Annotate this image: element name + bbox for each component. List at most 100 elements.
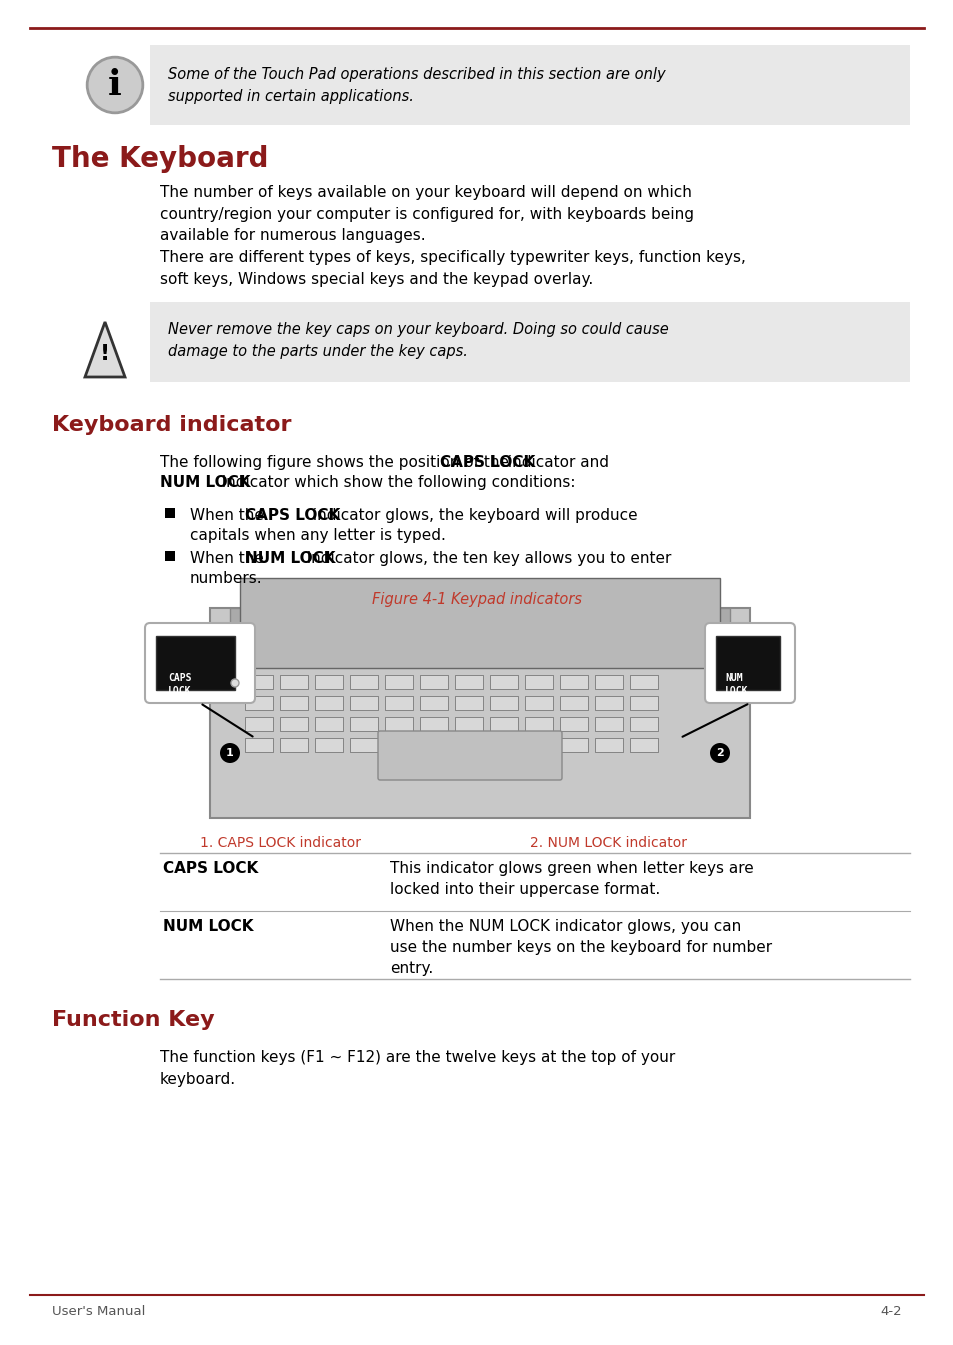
- FancyBboxPatch shape: [559, 695, 587, 710]
- Text: CAPS LOCK: CAPS LOCK: [439, 455, 535, 469]
- Circle shape: [709, 742, 729, 763]
- FancyBboxPatch shape: [595, 675, 622, 689]
- FancyBboxPatch shape: [245, 717, 273, 730]
- FancyBboxPatch shape: [156, 636, 234, 690]
- Text: When the: When the: [190, 508, 269, 523]
- FancyBboxPatch shape: [385, 738, 413, 752]
- FancyBboxPatch shape: [314, 738, 343, 752]
- FancyBboxPatch shape: [377, 730, 561, 780]
- Text: CAPS LOCK: CAPS LOCK: [163, 861, 258, 876]
- FancyBboxPatch shape: [455, 695, 482, 710]
- Text: Some of the Touch Pad operations described in this section are only
supported in: Some of the Touch Pad operations describ…: [168, 67, 665, 104]
- FancyBboxPatch shape: [419, 717, 448, 730]
- Text: The following figure shows the position of the: The following figure shows the position …: [160, 455, 514, 469]
- Text: Figure 4-1 Keypad indicators: Figure 4-1 Keypad indicators: [372, 592, 581, 607]
- Text: 2: 2: [716, 748, 723, 759]
- FancyBboxPatch shape: [240, 578, 720, 668]
- FancyBboxPatch shape: [385, 695, 413, 710]
- Text: CAPS
LOCK: CAPS LOCK: [168, 672, 192, 697]
- Text: indicator and: indicator and: [502, 455, 608, 469]
- Text: This indicator glows green when letter keys are
locked into their uppercase form: This indicator glows green when letter k…: [390, 861, 753, 897]
- Text: indicator glows, the ten key allows you to enter: indicator glows, the ten key allows you …: [302, 551, 671, 566]
- Text: NUM LOCK: NUM LOCK: [245, 551, 335, 566]
- Text: indicator glows, the keyboard will produce: indicator glows, the keyboard will produ…: [308, 508, 637, 523]
- FancyBboxPatch shape: [280, 738, 308, 752]
- Text: !: !: [100, 344, 110, 364]
- Text: 2. NUM LOCK indicator: 2. NUM LOCK indicator: [530, 837, 686, 850]
- FancyBboxPatch shape: [385, 717, 413, 730]
- FancyBboxPatch shape: [314, 717, 343, 730]
- FancyBboxPatch shape: [350, 717, 377, 730]
- FancyBboxPatch shape: [314, 675, 343, 689]
- FancyBboxPatch shape: [455, 738, 482, 752]
- Circle shape: [220, 742, 240, 763]
- FancyBboxPatch shape: [524, 695, 553, 710]
- FancyBboxPatch shape: [490, 695, 517, 710]
- FancyBboxPatch shape: [280, 675, 308, 689]
- FancyBboxPatch shape: [524, 717, 553, 730]
- Text: NUM LOCK: NUM LOCK: [163, 919, 253, 933]
- Bar: [165, 508, 174, 518]
- Circle shape: [231, 679, 239, 687]
- FancyBboxPatch shape: [629, 675, 658, 689]
- FancyBboxPatch shape: [524, 675, 553, 689]
- FancyBboxPatch shape: [419, 738, 448, 752]
- FancyBboxPatch shape: [595, 695, 622, 710]
- FancyBboxPatch shape: [350, 695, 377, 710]
- FancyBboxPatch shape: [704, 623, 794, 703]
- Text: indicator which show the following conditions:: indicator which show the following condi…: [216, 475, 575, 490]
- Text: Keyboard indicator: Keyboard indicator: [52, 416, 292, 434]
- FancyBboxPatch shape: [150, 303, 909, 382]
- FancyBboxPatch shape: [350, 738, 377, 752]
- Text: numbers.: numbers.: [190, 572, 262, 586]
- FancyBboxPatch shape: [245, 675, 273, 689]
- Text: Function Key: Function Key: [52, 1010, 214, 1030]
- FancyBboxPatch shape: [595, 717, 622, 730]
- Text: CAPS LOCK: CAPS LOCK: [245, 508, 340, 523]
- Polygon shape: [85, 321, 125, 377]
- FancyBboxPatch shape: [385, 675, 413, 689]
- FancyBboxPatch shape: [419, 695, 448, 710]
- FancyBboxPatch shape: [210, 608, 749, 818]
- FancyBboxPatch shape: [145, 623, 254, 703]
- Text: NUM
LOCK: NUM LOCK: [724, 672, 748, 697]
- FancyBboxPatch shape: [455, 717, 482, 730]
- FancyBboxPatch shape: [524, 738, 553, 752]
- Bar: [165, 551, 174, 561]
- Text: When the: When the: [190, 551, 269, 566]
- Text: 4-2: 4-2: [880, 1305, 901, 1318]
- FancyBboxPatch shape: [559, 738, 587, 752]
- FancyBboxPatch shape: [559, 675, 587, 689]
- FancyBboxPatch shape: [455, 675, 482, 689]
- FancyBboxPatch shape: [245, 695, 273, 710]
- FancyBboxPatch shape: [490, 675, 517, 689]
- Text: i: i: [108, 69, 122, 102]
- FancyBboxPatch shape: [314, 695, 343, 710]
- FancyBboxPatch shape: [595, 738, 622, 752]
- FancyBboxPatch shape: [150, 44, 909, 125]
- Text: 1: 1: [226, 748, 233, 759]
- FancyBboxPatch shape: [280, 717, 308, 730]
- FancyBboxPatch shape: [629, 695, 658, 710]
- Text: 1. CAPS LOCK indicator: 1. CAPS LOCK indicator: [200, 837, 360, 850]
- Text: Never remove the key caps on your keyboard. Doing so could cause
damage to the p: Never remove the key caps on your keyboa…: [168, 321, 668, 359]
- FancyBboxPatch shape: [419, 675, 448, 689]
- FancyBboxPatch shape: [629, 738, 658, 752]
- Text: capitals when any letter is typed.: capitals when any letter is typed.: [190, 529, 445, 543]
- Text: User's Manual: User's Manual: [52, 1305, 145, 1318]
- FancyBboxPatch shape: [490, 738, 517, 752]
- FancyBboxPatch shape: [350, 675, 377, 689]
- Text: NUM LOCK: NUM LOCK: [160, 475, 251, 490]
- Text: The Keyboard: The Keyboard: [52, 145, 268, 174]
- FancyBboxPatch shape: [559, 717, 587, 730]
- FancyBboxPatch shape: [716, 636, 780, 690]
- FancyBboxPatch shape: [280, 695, 308, 710]
- FancyBboxPatch shape: [230, 608, 729, 638]
- FancyBboxPatch shape: [629, 717, 658, 730]
- FancyBboxPatch shape: [245, 738, 273, 752]
- Text: The function keys (F1 ~ F12) are the twelve keys at the top of your
keyboard.: The function keys (F1 ~ F12) are the twe…: [160, 1050, 675, 1087]
- Text: When the NUM LOCK indicator glows, you can
use the number keys on the keyboard f: When the NUM LOCK indicator glows, you c…: [390, 919, 771, 976]
- Text: There are different types of keys, specifically typewriter keys, function keys,
: There are different types of keys, speci…: [160, 250, 745, 286]
- Text: The number of keys available on your keyboard will depend on which
country/regio: The number of keys available on your key…: [160, 186, 693, 243]
- FancyBboxPatch shape: [490, 717, 517, 730]
